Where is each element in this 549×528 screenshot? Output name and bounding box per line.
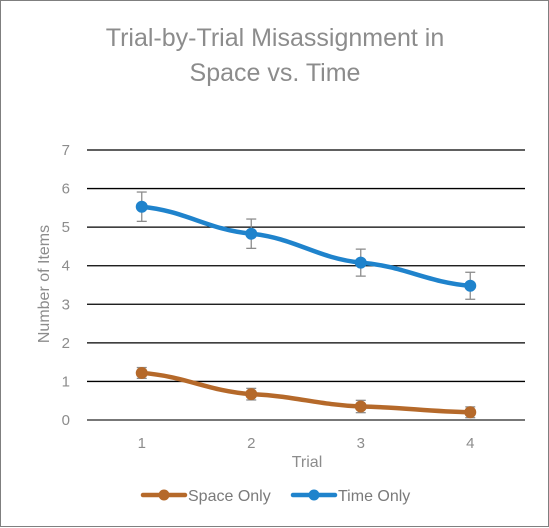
y-tick-label: 4	[62, 258, 70, 275]
legend-item: Time Only	[290, 488, 410, 505]
y-tick-label: 0	[62, 412, 70, 429]
chart-title-line-1: Trial-by-Trial Misassignment in	[106, 24, 445, 52]
data-point	[464, 279, 477, 292]
data-point	[245, 388, 258, 401]
x-tick-label: 1	[138, 435, 146, 452]
legend-label: Time Only	[338, 488, 410, 505]
legend-swatch-marker	[158, 489, 170, 501]
y-tick-label: 6	[62, 181, 70, 198]
series-0	[135, 366, 477, 419]
y-axis-title: Number of Items	[36, 225, 53, 343]
series-1	[135, 191, 477, 300]
y-axis-ticks: 0 1 2 3 4 5 6 7	[62, 142, 70, 429]
legend-label: Space Only	[188, 488, 271, 505]
y-tick-label: 2	[62, 335, 70, 352]
x-tick-label: 3	[357, 435, 365, 452]
chart-title: Trial-by-Trial Misassignment in Space vs…	[106, 24, 445, 87]
legend: Space Only Time Only	[140, 488, 410, 505]
series-line	[139, 204, 473, 289]
chart-title-line-2: Space vs. Time	[190, 59, 361, 87]
data-point	[354, 256, 367, 269]
x-tick-label: 2	[247, 435, 255, 452]
gridlines	[87, 149, 525, 421]
y-tick-label: 5	[62, 219, 70, 236]
data-point	[245, 227, 258, 240]
data-point	[464, 406, 477, 419]
y-tick-label: 1	[62, 373, 70, 390]
x-tick-label: 4	[466, 435, 474, 452]
y-tick-label: 7	[62, 142, 70, 159]
legend-item: Space Only	[140, 488, 271, 505]
series-line	[139, 370, 473, 415]
data-point	[135, 200, 148, 213]
y-tick-label: 3	[62, 296, 70, 313]
series	[135, 191, 477, 419]
data-point	[135, 366, 148, 379]
x-axis-title: Trial	[292, 454, 323, 471]
legend-swatch-marker	[308, 489, 320, 501]
data-point	[354, 400, 367, 413]
x-axis-ticks: 1 2 3 4	[138, 435, 475, 452]
